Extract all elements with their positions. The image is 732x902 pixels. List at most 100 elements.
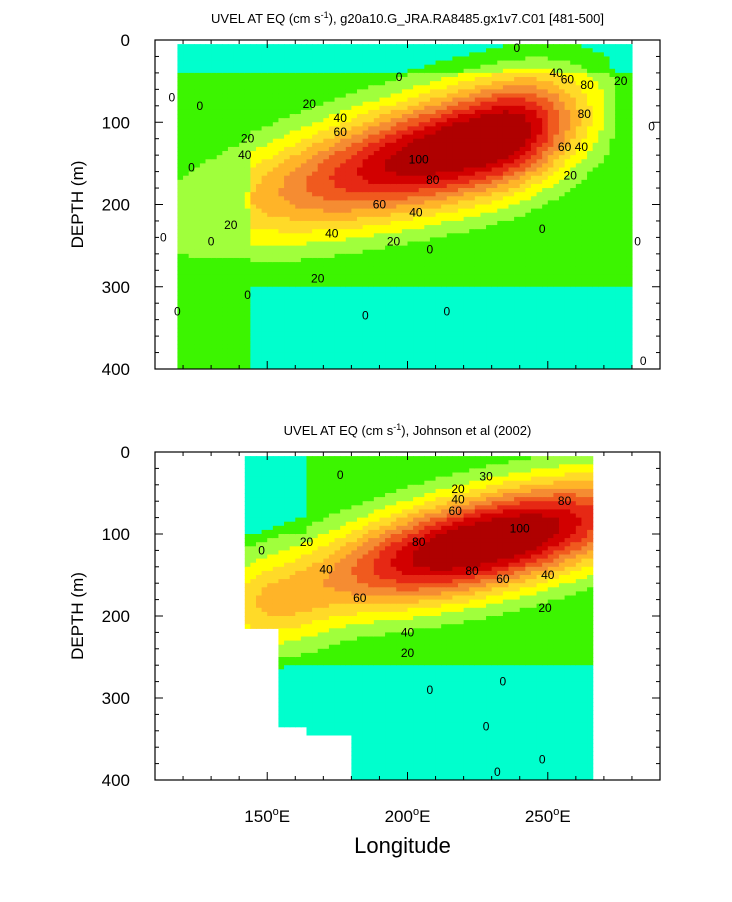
field-cell [256, 331, 263, 337]
field-cell [340, 85, 347, 90]
field-cell [194, 89, 201, 95]
field-cell [452, 253, 459, 259]
field-cell [368, 155, 375, 160]
field-cell [323, 270, 330, 276]
field-cell [267, 146, 274, 152]
field-cell [216, 303, 223, 308]
field-cell [385, 216, 392, 222]
field-cell [188, 109, 195, 115]
field-cell [188, 340, 195, 345]
field-cell [289, 233, 296, 238]
field-cell [508, 241, 515, 247]
field-cell [256, 179, 263, 185]
field-cell [373, 225, 381, 230]
field-cell [379, 56, 386, 62]
field-cell [357, 56, 364, 62]
field-cell [194, 249, 201, 255]
field-cell [340, 93, 347, 99]
field-cell [508, 336, 515, 341]
field-cell [407, 274, 414, 280]
field-cell [222, 348, 229, 354]
field-cell [396, 204, 403, 210]
field-cell [216, 274, 223, 280]
field-cell [446, 257, 453, 263]
field-cell [357, 151, 364, 156]
field-cell [508, 68, 515, 74]
field-cell [385, 208, 392, 214]
field-cell [267, 266, 274, 271]
field-cell [407, 282, 414, 288]
field-cell [446, 331, 453, 337]
field-cell [278, 303, 285, 308]
field-cell [441, 220, 448, 226]
field-cell [491, 81, 498, 86]
field-cell [446, 327, 453, 333]
field-cell [351, 114, 358, 119]
field-cell [289, 216, 296, 222]
field-cell [379, 179, 386, 185]
field-cell [284, 208, 291, 214]
field-cell [407, 138, 414, 144]
field-cell [368, 44, 375, 49]
field-cell [474, 216, 482, 222]
field-cell [373, 192, 381, 197]
field-cell [357, 192, 364, 197]
field-cell [530, 122, 538, 127]
field-cell [289, 208, 296, 214]
field-cell [199, 360, 207, 366]
field-cell [250, 122, 257, 127]
field-cell [233, 188, 240, 193]
field-cell [441, 303, 448, 308]
field-cell [474, 97, 482, 103]
field-cell [284, 68, 291, 74]
field-cell [407, 229, 414, 234]
field-cell [458, 348, 465, 354]
field-cell [328, 233, 336, 238]
field-cell [278, 85, 285, 90]
field-cell [480, 356, 487, 362]
field-cell [452, 81, 459, 86]
field-cell [183, 336, 190, 341]
field-cell [435, 44, 442, 49]
field-cell [256, 77, 263, 82]
field-cell [211, 44, 218, 49]
field-cell [194, 229, 201, 234]
field-cell [497, 225, 504, 230]
field-cell [272, 192, 280, 197]
field-cell [340, 68, 347, 74]
field-cell [312, 130, 319, 136]
field-cell [357, 159, 364, 164]
field-cell [250, 167, 257, 173]
field-cell [368, 105, 375, 111]
field-cell [188, 319, 195, 325]
field-cell [486, 89, 493, 95]
field-cell [519, 352, 526, 358]
field-cell [491, 122, 498, 127]
field-cell [233, 151, 240, 156]
field-cell [458, 44, 465, 49]
field-cell [300, 155, 308, 160]
field-cell [233, 93, 240, 99]
field-cell [362, 278, 369, 284]
field-cell [463, 204, 470, 210]
field-cell [278, 72, 285, 78]
field-cell [233, 290, 240, 296]
field-cell [401, 262, 409, 267]
field-cell [222, 175, 229, 181]
field-cell [362, 266, 369, 271]
field-cell [194, 85, 201, 90]
field-cell [463, 114, 470, 119]
field-cell [295, 81, 302, 86]
field-cell [373, 245, 381, 251]
field-cell [334, 323, 341, 329]
field-cell [474, 229, 482, 234]
field-cell [233, 208, 240, 214]
field-cell [491, 44, 498, 49]
field-cell [177, 270, 184, 276]
field-cell [362, 348, 369, 354]
field-cell [514, 266, 521, 271]
field-cell [278, 344, 285, 350]
field-cell [351, 303, 358, 308]
field-cell [256, 229, 263, 234]
field-cell [328, 212, 336, 218]
